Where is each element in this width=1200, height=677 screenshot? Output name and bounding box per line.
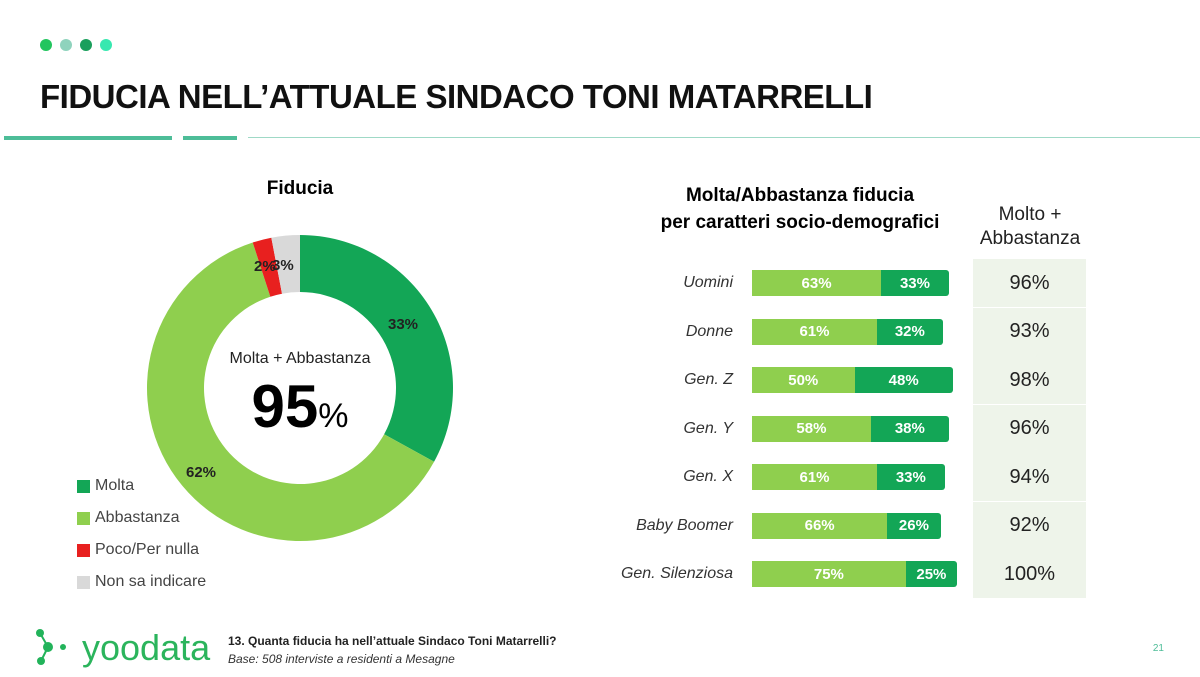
- donut-title: Fiducia: [266, 178, 334, 199]
- svg-text:yoodata: yoodata: [82, 628, 211, 668]
- legend-swatch: [77, 543, 90, 557]
- slice-label-poco: 2%: [254, 258, 276, 275]
- yoodata-logo: yoodata: [34, 627, 214, 673]
- donut-slice-molta: [300, 235, 454, 462]
- bar-segment-abbastanza: 61%: [752, 464, 878, 490]
- center-value: 95%: [200, 372, 400, 441]
- bar-segment-molta: 38%: [870, 415, 949, 442]
- legend-swatch: [77, 479, 90, 493]
- bar-segment-molta: 33%: [881, 270, 949, 296]
- divider: [4, 136, 172, 140]
- bar-segment-molta: 25%: [905, 561, 957, 587]
- divider: [248, 137, 1200, 138]
- bar-segment-molta: 32%: [877, 318, 943, 345]
- total-value: 100%: [973, 550, 1086, 598]
- slice-label-non-sa: 3%: [272, 257, 294, 274]
- center-number: 95: [251, 373, 319, 440]
- bar-segment-abbastanza: 75%: [752, 561, 906, 587]
- legend-molta: Molta: [77, 477, 134, 495]
- bar-segment-abbastanza: 63%: [752, 270, 882, 296]
- title-line: per caratteri socio-demografici: [660, 212, 940, 233]
- legend-poco: Poco/Per nulla: [77, 541, 199, 559]
- legend-non-sa: Non sa indicare: [77, 573, 206, 591]
- total-value: 98%: [973, 356, 1086, 404]
- legend-label: Non sa indicare: [95, 573, 207, 590]
- total-value: 92%: [973, 501, 1086, 550]
- bar-segment-molta: 48%: [854, 367, 953, 393]
- footer-question: 13. Quanta fiducia ha nell’attuale Sinda…: [228, 634, 557, 648]
- legend-swatch: [77, 575, 90, 589]
- legend-label: Poco/Per nulla: [95, 541, 200, 558]
- donut-slice-abbastanza: [146, 242, 435, 542]
- page-number: 21: [1152, 643, 1164, 654]
- page-title: FIDUCIA NELL’ATTUALE SINDACO TONI MATARR…: [40, 78, 873, 115]
- totals-header: Molto + Abbastanza: [979, 204, 1081, 249]
- total-value: 96%: [973, 404, 1086, 453]
- legend-label: Abbastanza: [95, 509, 180, 526]
- row-label: Uomini: [683, 274, 733, 291]
- bar-segment-molta: 26%: [887, 512, 941, 539]
- bar-segment-abbastanza: 66%: [752, 512, 888, 539]
- donut-slice-poco-per-nulla: [252, 237, 283, 297]
- row-label: Baby Boomer: [636, 516, 733, 534]
- center-label: Molta + Abbastanza: [229, 350, 371, 367]
- legend-abbastanza: Abbastanza: [77, 509, 180, 527]
- donut-chart: [146, 235, 454, 542]
- slice-label-abbastanza: 62%: [186, 464, 217, 481]
- bar-segment-abbastanza: 58%: [752, 415, 871, 442]
- dot-icon: [60, 39, 72, 51]
- total-value: 94%: [973, 453, 1086, 501]
- bar-segment-molta: 33%: [877, 464, 945, 490]
- divider: [183, 136, 237, 140]
- slice-label-molta: 33%: [388, 316, 419, 333]
- row-label: Gen. Y: [683, 419, 733, 437]
- row-label: Gen. Silenziosa: [620, 565, 733, 582]
- legend-label: Molta: [95, 477, 135, 494]
- bar-segment-abbastanza: 61%: [752, 318, 878, 345]
- dot-icon: [100, 39, 112, 51]
- row-label: Donne: [685, 322, 733, 340]
- row-label: Gen. X: [683, 468, 733, 485]
- footer-base: Base: 508 interviste a residenti a Mesag…: [228, 652, 455, 666]
- total-value: 93%: [973, 307, 1086, 356]
- dot-icon: [40, 39, 52, 51]
- bar-segment-abbastanza: 50%: [752, 367, 855, 393]
- center-unit: %: [318, 397, 349, 435]
- title-line: Molta/Abbastanza fiducia: [685, 185, 915, 206]
- row-label: Gen. Z: [684, 371, 733, 388]
- dot-icon: [80, 39, 92, 51]
- bar-chart-title: Molta/Abbastanza fiducia per caratteri so…: [600, 182, 1000, 236]
- total-value: 96%: [973, 259, 1086, 307]
- legend-swatch: [77, 511, 90, 525]
- donut-slice-non-sa-indicare: [271, 235, 300, 294]
